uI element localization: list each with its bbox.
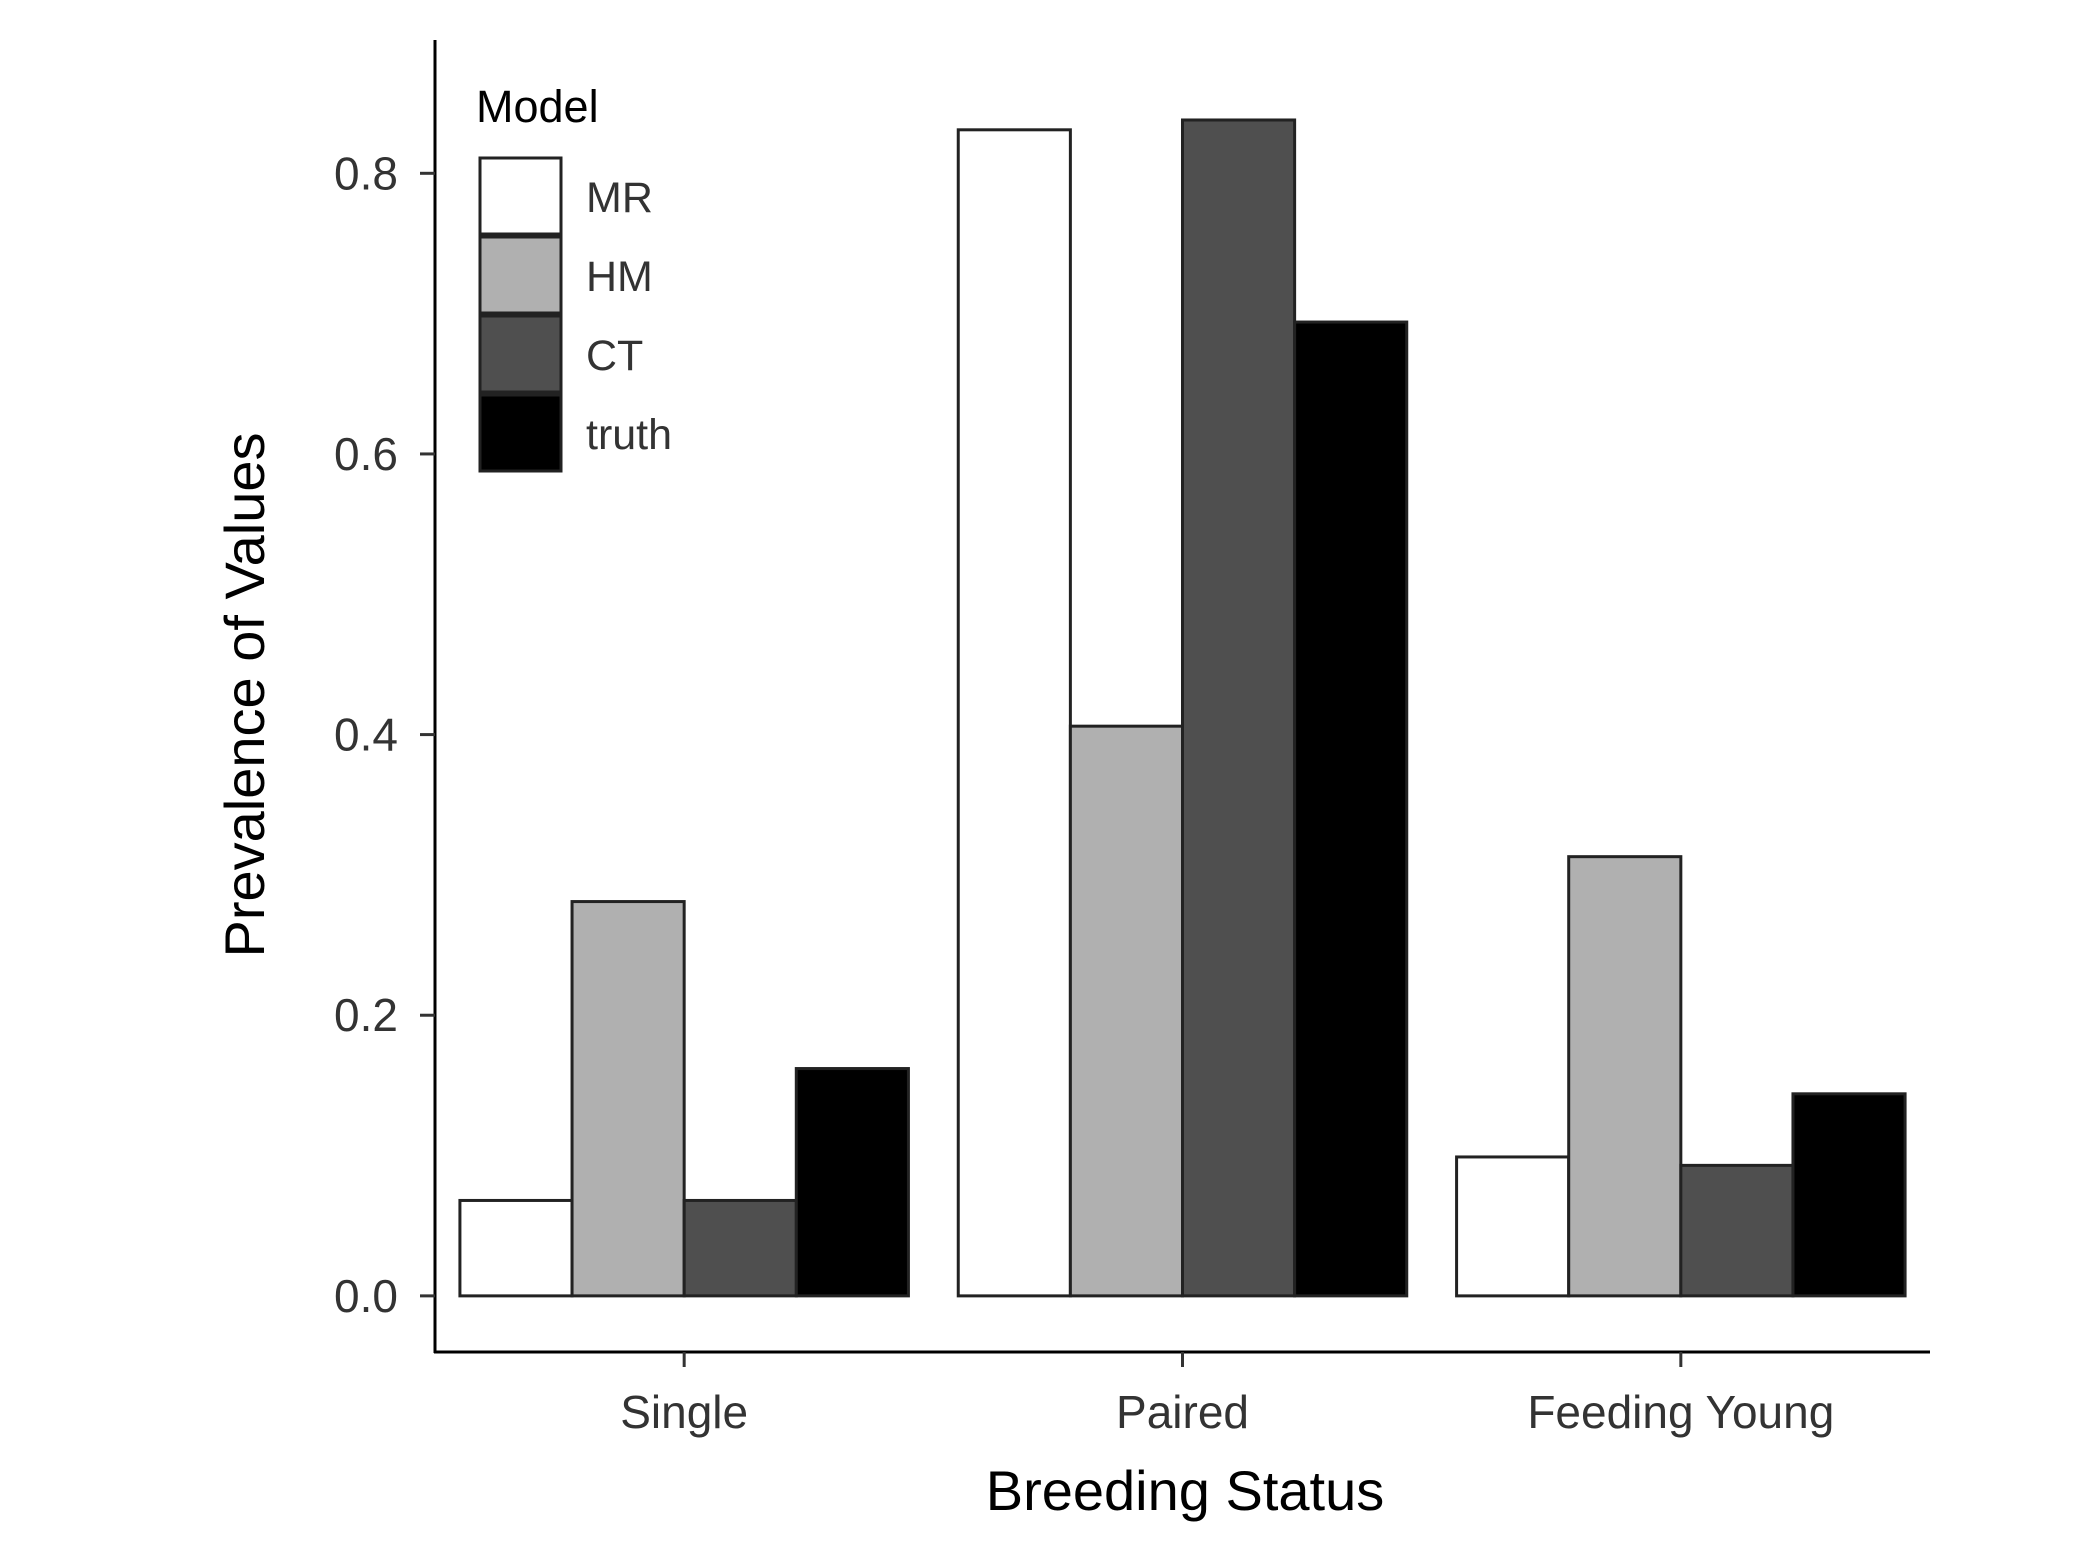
bar-truth-paired [1293,320,1409,1298]
bar-mr-paired [956,128,1072,1298]
y-tick-label: 0.0 [334,1270,398,1322]
x-tick-label: Feeding Young [1527,1386,1834,1438]
y-tick-label: 0.2 [334,989,398,1041]
bar-hm-paired [1068,724,1184,1298]
legend-label-ct: CT [586,332,643,380]
bars-layer [458,118,1907,1298]
legend-label-hm: HM [586,253,653,301]
legend-key-hm [478,235,563,315]
bar-truth-single [794,1067,910,1298]
bar-mr-feeding-young [1455,1155,1571,1298]
legend-key-mr [478,156,563,236]
bar-ct-single [682,1198,798,1298]
bar-truth-feeding-young [1791,1092,1907,1298]
bar-mr-single [458,1198,574,1298]
x-axis-title: Breeding Status [986,1459,1384,1522]
bar-hm-single [570,900,686,1298]
y-tick-label: 0.4 [334,709,398,761]
legend-key-truth [478,393,563,473]
y-tick-label: 0.6 [334,428,398,480]
legend-label-truth: truth [586,411,672,459]
x-ticks: Single Paired Feeding Young [620,1352,1834,1438]
y-axis-title: Prevalence of Values [213,432,276,957]
legend-items: MR HM CT truth [478,156,672,473]
y-ticks: 0.0 0.2 0.4 0.6 0.8 [334,147,435,1322]
legend-title: Model [476,81,599,132]
legend-label-mr: MR [586,174,653,222]
legend: Model MR HM CT truth [476,81,672,473]
bar-ct-feeding-young [1679,1163,1795,1298]
x-tick-label: Single [620,1386,748,1438]
legend-key-ct [478,314,563,394]
bar-hm-feeding-young [1567,855,1683,1298]
x-tick-label: Paired [1116,1386,1249,1438]
bar-ct-paired [1181,118,1297,1298]
y-tick-label: 0.8 [334,147,398,199]
